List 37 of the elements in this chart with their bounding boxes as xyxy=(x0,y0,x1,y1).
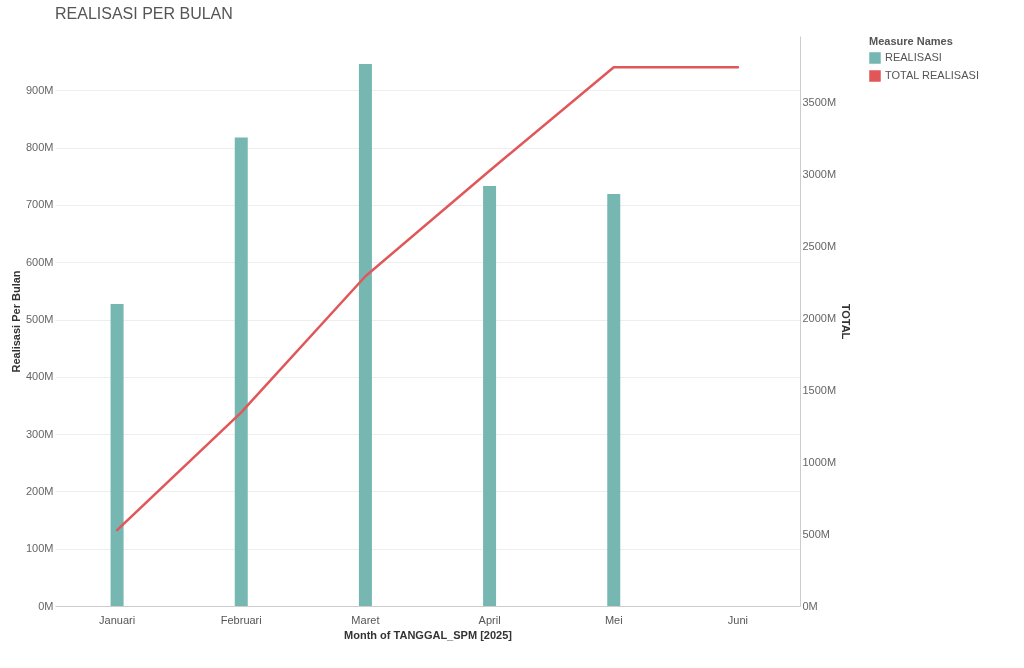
x-axis-title: Month of TANGGAL_SPM [2025] xyxy=(344,628,513,641)
legend-title: Measure Names xyxy=(869,35,953,47)
x-tick-label: Juni xyxy=(727,613,749,626)
y2-tick-label: 3000M xyxy=(802,167,837,180)
y-tick-label: 900M xyxy=(25,83,54,96)
bar xyxy=(234,137,248,606)
y2-tick-label: 0M xyxy=(802,599,818,612)
y2-tick-label: 2000M xyxy=(802,311,837,324)
bar xyxy=(483,186,497,606)
y-tick-label: 700M xyxy=(25,198,54,211)
chart-title: REALISASI PER BULAN xyxy=(55,5,233,22)
y2-tick-label: 1500M xyxy=(802,383,837,396)
bar xyxy=(110,304,124,606)
y-tick-label: 0M xyxy=(38,599,54,612)
y-tick-label: 800M xyxy=(25,141,54,154)
y-tick-label: 600M xyxy=(25,255,54,268)
bar xyxy=(607,194,621,606)
y2-tick-label: 500M xyxy=(802,527,831,540)
line-series xyxy=(115,65,740,532)
y2-axis-title: TOTAL xyxy=(840,303,853,340)
y-tick-label: 400M xyxy=(25,370,54,383)
y2-tick-label: 2500M xyxy=(802,239,837,252)
y-axis-title: Realisasi Per Bulan xyxy=(9,270,22,373)
x-tick-label: Februari xyxy=(220,613,262,626)
x-tick-label: Januari xyxy=(99,613,136,626)
legend-label: REALISASI xyxy=(885,51,942,63)
y-tick-label: 200M xyxy=(25,484,54,497)
y-tick-label: 300M xyxy=(25,427,54,440)
x-tick-label: Mei xyxy=(604,613,623,626)
y2-tick-label: 3500M xyxy=(802,95,837,108)
legend-label: TOTAL REALISASI xyxy=(885,69,979,81)
y-tick-label: 100M xyxy=(25,542,54,555)
y-tick-label: 500M xyxy=(25,313,54,326)
x-tick-label: April xyxy=(478,613,501,626)
x-tick-label: Maret xyxy=(351,613,380,626)
bar xyxy=(358,64,372,606)
y2-tick-label: 1000M xyxy=(802,455,837,468)
